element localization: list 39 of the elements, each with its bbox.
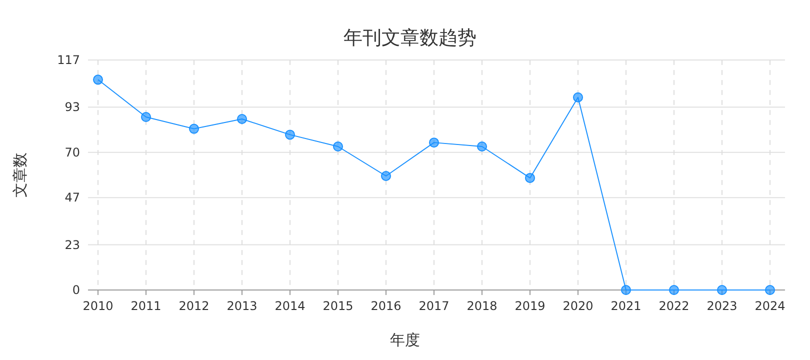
x-tick-label: 2023 (706, 299, 738, 313)
point (669, 285, 679, 295)
point (93, 74, 103, 85)
point (141, 112, 151, 122)
y-tick-label: 93 (64, 100, 80, 114)
chart-title: 年刊文章数趋势 (344, 27, 476, 49)
x-tick-label: 2018 (466, 299, 498, 313)
x-tick-label: 2016 (370, 299, 402, 313)
x-tick-label: 2010 (82, 299, 114, 313)
y-tick-label: 47 (64, 190, 80, 205)
point (717, 285, 727, 295)
point (333, 141, 343, 152)
y-axis-title: 文章数 (11, 152, 29, 198)
y-tick-label: 117 (57, 53, 80, 67)
x-tick-label: 2014 (274, 299, 306, 313)
y-tick-label: 70 (64, 145, 80, 160)
x-tick-label: 2015 (322, 299, 354, 313)
point (621, 285, 631, 295)
x-tick-label: 2022 (658, 299, 690, 313)
x-tick-label: 2011 (130, 299, 162, 313)
y-tick-label: 23 (64, 238, 80, 252)
x-tick-label: 2017 (418, 299, 450, 313)
point (429, 138, 439, 148)
x-tick-label: 2020 (562, 299, 594, 313)
point (237, 114, 247, 124)
x-tick-label: 2024 (754, 299, 786, 313)
point (381, 170, 391, 181)
point (189, 124, 199, 134)
point (573, 92, 583, 102)
x-tick-label: 2013 (226, 299, 258, 313)
point (285, 130, 295, 140)
x-axis-title: 年度 (390, 331, 420, 349)
x-tick-label: 2019 (514, 299, 546, 313)
x-tick-label: 2021 (610, 299, 642, 313)
point (477, 141, 487, 152)
point (525, 172, 535, 183)
x-tick-label: 2012 (178, 299, 210, 313)
point (765, 285, 775, 295)
y-tick-label: 0 (72, 283, 80, 297)
